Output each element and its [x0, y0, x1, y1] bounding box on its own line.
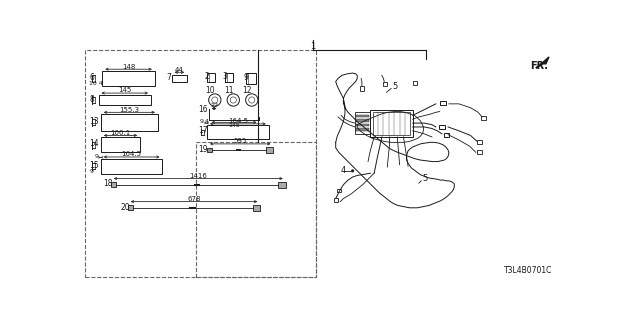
Bar: [196, 142, 316, 277]
Bar: [372, 112, 410, 135]
Text: T3L4B0701C: T3L4B0701C: [504, 267, 552, 276]
Bar: [440, 101, 446, 105]
Text: 5: 5: [422, 174, 427, 183]
Bar: [99, 95, 151, 105]
Text: 148: 148: [122, 63, 135, 69]
Polygon shape: [541, 57, 549, 64]
Bar: [477, 150, 482, 154]
Bar: [355, 112, 371, 134]
Bar: [246, 73, 257, 84]
Text: 145: 145: [228, 123, 240, 128]
Text: 18: 18: [103, 180, 113, 188]
Bar: [266, 147, 273, 153]
Bar: [207, 148, 212, 152]
Bar: [225, 73, 232, 82]
Bar: [207, 73, 215, 82]
Bar: [356, 124, 369, 126]
Text: 7: 7: [166, 73, 171, 82]
Text: 15: 15: [90, 161, 99, 170]
Text: 17: 17: [198, 126, 208, 135]
Bar: [172, 75, 187, 82]
Bar: [356, 119, 369, 122]
Text: 1416: 1416: [189, 173, 207, 179]
Bar: [207, 125, 269, 139]
Text: 164.5: 164.5: [228, 118, 248, 124]
Bar: [371, 110, 413, 137]
Text: 2: 2: [205, 72, 209, 81]
Bar: [111, 182, 116, 187]
Bar: [253, 205, 260, 211]
Text: 595: 595: [234, 138, 247, 144]
Bar: [360, 86, 364, 91]
Bar: [86, 50, 316, 277]
Text: 9: 9: [243, 73, 248, 82]
Bar: [102, 71, 155, 86]
Bar: [278, 182, 285, 188]
Text: 44: 44: [175, 67, 184, 73]
Text: 14: 14: [90, 140, 99, 148]
Text: 9.4: 9.4: [200, 119, 210, 124]
Text: 9: 9: [90, 169, 93, 174]
Text: FR.: FR.: [531, 61, 548, 71]
Text: 8: 8: [90, 95, 94, 104]
Bar: [356, 115, 369, 117]
Bar: [444, 133, 449, 137]
Text: 164.5: 164.5: [122, 151, 141, 157]
Text: 3: 3: [223, 72, 227, 81]
Bar: [128, 205, 133, 210]
Circle shape: [351, 169, 354, 172]
Text: 678: 678: [188, 196, 201, 202]
Text: 10: 10: [205, 86, 215, 95]
Bar: [413, 81, 417, 85]
Text: 4: 4: [341, 166, 346, 175]
Bar: [334, 198, 338, 203]
Bar: [439, 124, 445, 129]
Bar: [356, 129, 369, 131]
Text: 10 4: 10 4: [90, 81, 103, 86]
Text: 100.1: 100.1: [110, 130, 131, 136]
Text: 11: 11: [224, 86, 234, 95]
Text: 1: 1: [310, 42, 316, 51]
Bar: [477, 140, 482, 144]
Bar: [101, 158, 163, 174]
Text: 145: 145: [118, 87, 131, 93]
Text: 9: 9: [95, 155, 99, 159]
Bar: [481, 116, 486, 120]
Text: 22: 22: [210, 103, 218, 108]
Text: 5: 5: [392, 82, 397, 91]
Bar: [383, 82, 387, 86]
Text: 16: 16: [198, 105, 208, 114]
Text: 19: 19: [198, 145, 208, 154]
Bar: [337, 188, 341, 192]
Text: 155.3: 155.3: [119, 107, 140, 113]
Text: 12: 12: [243, 86, 252, 95]
Text: 6: 6: [90, 73, 94, 82]
Text: 20: 20: [120, 203, 130, 212]
Text: 13: 13: [90, 117, 99, 126]
Bar: [101, 137, 140, 152]
Bar: [101, 114, 158, 131]
